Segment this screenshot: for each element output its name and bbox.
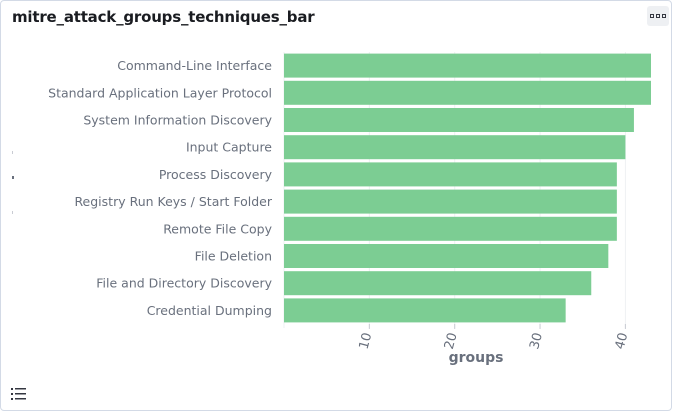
category-label: Standard Application Layer Protocol xyxy=(48,85,272,100)
bar[interactable] xyxy=(284,271,592,296)
bar[interactable] xyxy=(284,162,617,187)
x-tick-label: 30 xyxy=(527,331,546,351)
bar[interactable] xyxy=(284,244,609,268)
panel-title: mitre_attack_groups_techniques_bar xyxy=(12,8,315,26)
bar[interactable] xyxy=(284,189,617,214)
category-label: File and Directory Discovery xyxy=(96,276,272,291)
bar[interactable] xyxy=(284,108,634,132)
category-label: Process Discovery xyxy=(159,167,273,182)
category-label: Remote File Copy xyxy=(163,221,272,236)
x-tick-label: 40 xyxy=(613,331,632,351)
bar-chart: Command-Line Interface Standard Applicati… xyxy=(48,52,651,366)
bar[interactable] xyxy=(284,135,626,160)
category-label: Credential Dumping xyxy=(147,303,272,318)
bar[interactable] xyxy=(284,298,566,323)
category-label: Registry Run Keys / Start Folder xyxy=(74,194,272,209)
bar[interactable] xyxy=(284,80,651,105)
more-options-icon[interactable] xyxy=(647,6,669,26)
bar[interactable] xyxy=(284,216,617,241)
bar[interactable] xyxy=(284,53,651,78)
category-label: Command-Line Interface xyxy=(117,58,272,73)
x-tick-label: 10 xyxy=(357,331,376,351)
x-axis-label: groups xyxy=(449,350,504,366)
category-label: File Deletion xyxy=(195,249,272,264)
legend-list-icon[interactable] xyxy=(11,387,27,401)
x-tick-label: 20 xyxy=(442,331,461,351)
category-label: Input Capture xyxy=(186,140,272,155)
category-label: System Information Discovery xyxy=(83,113,272,128)
y-axis-marks xyxy=(12,151,14,214)
